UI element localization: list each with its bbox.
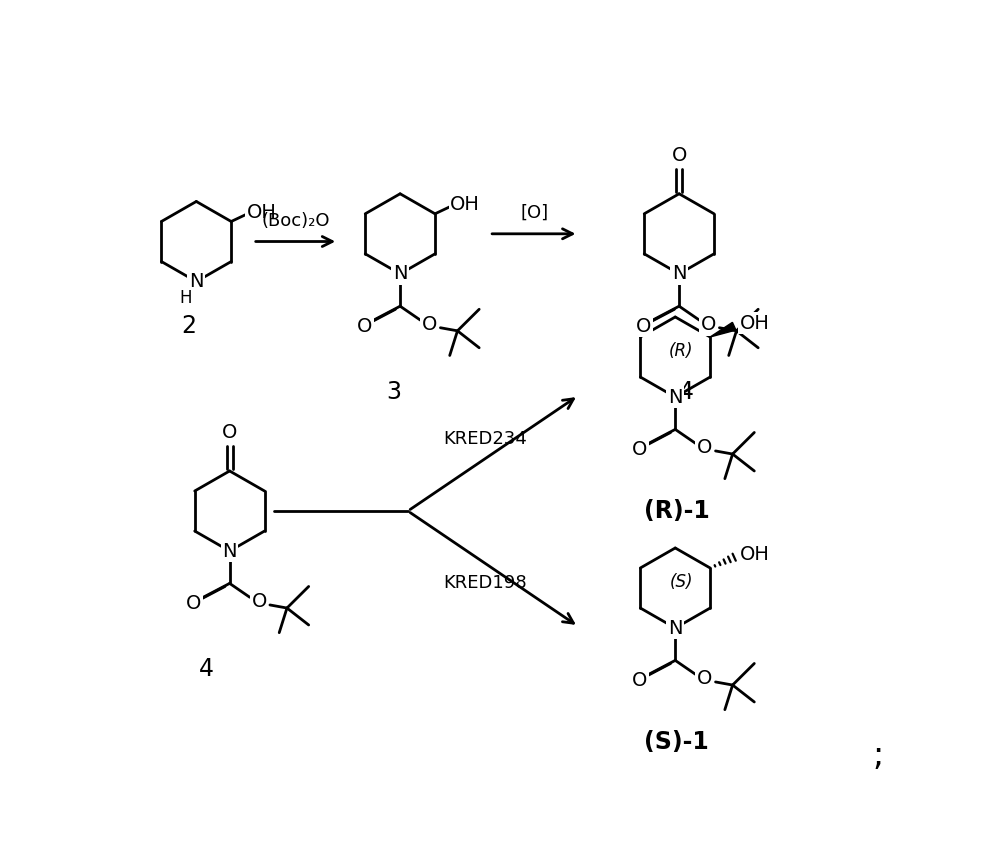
Text: N: N — [393, 264, 407, 283]
Text: O: O — [222, 423, 237, 442]
Text: N: N — [672, 264, 686, 283]
Text: O: O — [697, 438, 712, 457]
Text: O: O — [632, 440, 647, 459]
Text: O: O — [632, 671, 647, 690]
Text: 4: 4 — [679, 379, 694, 403]
Text: O: O — [357, 317, 372, 336]
Text: O: O — [422, 315, 437, 334]
Text: O: O — [186, 594, 202, 613]
Polygon shape — [710, 322, 736, 337]
Text: (S): (S) — [670, 573, 693, 591]
Text: O: O — [671, 146, 687, 165]
Text: (S)-1: (S)-1 — [644, 730, 709, 754]
Text: N: N — [668, 388, 682, 407]
Text: O: O — [636, 317, 651, 336]
Text: N: N — [222, 542, 237, 561]
Text: ;: ; — [873, 739, 884, 772]
Text: H: H — [179, 289, 192, 307]
Text: OH: OH — [246, 203, 276, 222]
Text: [O]: [O] — [520, 204, 548, 222]
Text: 3: 3 — [386, 379, 401, 403]
Text: O: O — [251, 593, 267, 612]
Text: (R): (R) — [669, 342, 694, 359]
Text: N: N — [189, 272, 204, 291]
Text: N: N — [668, 619, 682, 638]
Text: O: O — [697, 670, 712, 689]
Text: KRED234: KRED234 — [443, 430, 527, 448]
Text: KRED198: KRED198 — [444, 574, 527, 592]
Text: O: O — [701, 315, 716, 334]
Text: OH: OH — [450, 195, 480, 214]
Text: OH: OH — [739, 314, 769, 333]
Text: 4: 4 — [199, 657, 214, 681]
Text: (Boc)₂O: (Boc)₂O — [261, 212, 330, 230]
Text: (R)-1: (R)-1 — [644, 499, 710, 523]
Text: 2: 2 — [181, 314, 196, 338]
Text: OH: OH — [739, 544, 769, 563]
